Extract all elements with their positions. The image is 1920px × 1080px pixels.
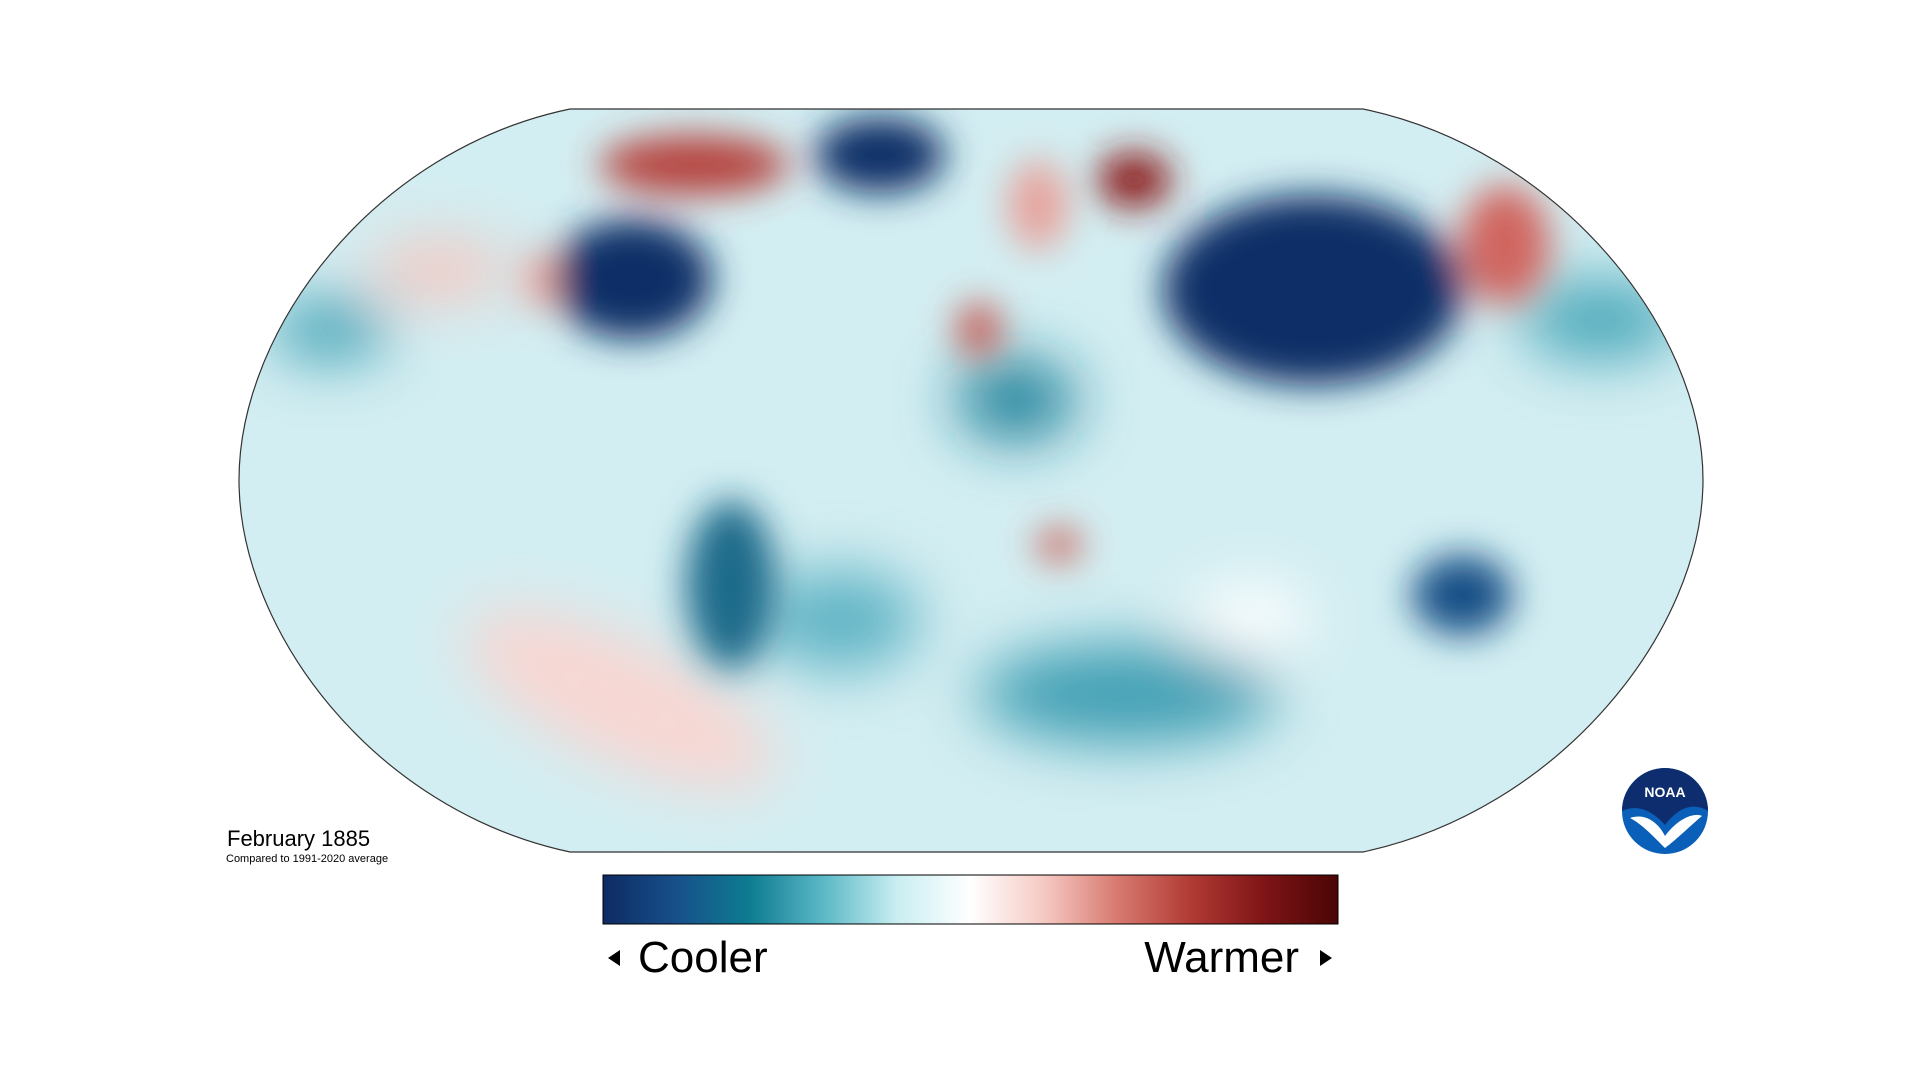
map-subtitle: Compared to 1991-2020 average bbox=[226, 853, 388, 865]
colorbar bbox=[602, 874, 1339, 925]
cooler-label: Cooler bbox=[638, 933, 768, 982]
anomaly-map bbox=[239, 109, 1703, 852]
cooler-arrow bbox=[608, 950, 620, 966]
logo-text: NOAA bbox=[1644, 784, 1685, 800]
warmer-arrow bbox=[1320, 950, 1332, 966]
noaa-logo: NOAA bbox=[1622, 768, 1708, 854]
map-title: February 1885 bbox=[227, 826, 370, 851]
map-outline bbox=[238, 108, 1704, 853]
warmer-label: Warmer bbox=[1144, 933, 1299, 982]
